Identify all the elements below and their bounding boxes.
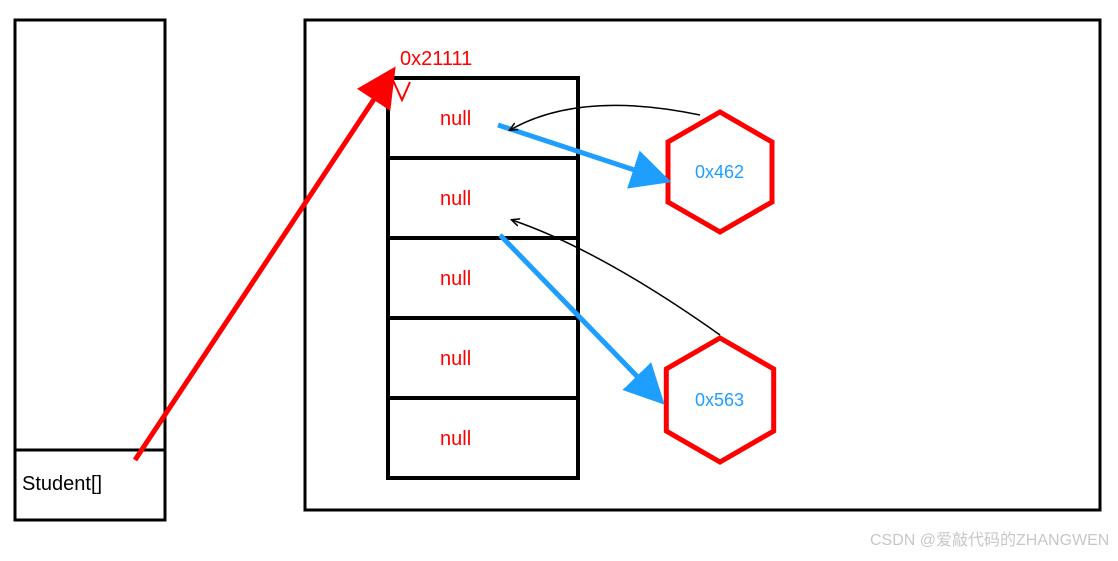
array-cell-value: null xyxy=(440,348,471,370)
array-cell xyxy=(388,318,578,398)
object-address: 0x462 xyxy=(695,162,744,182)
array-cell-value: null xyxy=(440,108,471,130)
stack-to-array-arrow xyxy=(135,72,392,460)
object-address: 0x563 xyxy=(695,390,744,410)
array-box: null null null null null xyxy=(388,78,578,478)
blue-arrow xyxy=(498,125,665,180)
red-tick-mark xyxy=(392,78,410,100)
back-reference-curve xyxy=(510,105,700,130)
array-cell xyxy=(388,238,578,318)
array-cell xyxy=(388,78,578,158)
watermark: CSDN @爱敲代码的ZHANGWEN xyxy=(870,531,1109,549)
array-cell xyxy=(388,398,578,478)
array-cell xyxy=(388,158,578,238)
array-cell-value: null xyxy=(440,188,471,210)
array-to-object-arrows xyxy=(498,125,665,400)
heap-box xyxy=(305,20,1100,510)
array-address: 0x21111 xyxy=(400,48,472,70)
stack-label: Student[] xyxy=(22,473,102,495)
array-cell-value: null xyxy=(440,268,471,290)
hexagons: 0x462 0x563 xyxy=(666,112,773,462)
array-cell-value: null xyxy=(440,428,471,450)
